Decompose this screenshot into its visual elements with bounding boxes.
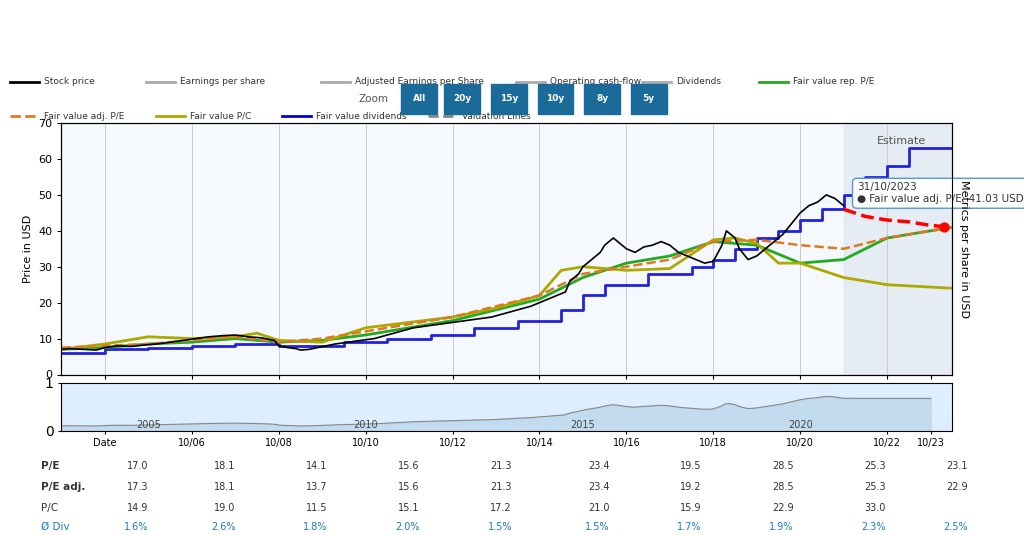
- Text: 21.3: 21.3: [490, 461, 512, 471]
- Text: 15.9: 15.9: [680, 503, 701, 513]
- Text: Fair value P/C: Fair value P/C: [189, 112, 251, 121]
- Text: Valuation Lines: Valuation Lines: [462, 112, 530, 121]
- Text: 14.1: 14.1: [306, 461, 328, 471]
- Text: Zoom: Zoom: [358, 94, 388, 104]
- Text: 17.2: 17.2: [490, 503, 512, 513]
- Text: Fair value rep. P/E: Fair value rep. P/E: [793, 77, 874, 86]
- Text: Fair value adj. P/E: Fair value adj. P/E: [44, 112, 124, 121]
- Text: 1.9%: 1.9%: [769, 522, 794, 532]
- Text: 1.5%: 1.5%: [585, 522, 609, 532]
- Text: 20y: 20y: [454, 95, 471, 103]
- Text: Ø Div: Ø Div: [41, 522, 70, 532]
- Text: 23.1: 23.1: [946, 461, 968, 471]
- Text: 28.5: 28.5: [772, 482, 794, 492]
- Text: 18.1: 18.1: [214, 482, 236, 492]
- Text: 1.6%: 1.6%: [124, 522, 148, 532]
- Text: 33.0: 33.0: [864, 503, 886, 513]
- Text: 25.3: 25.3: [864, 482, 886, 492]
- Text: 23.4: 23.4: [588, 482, 609, 492]
- Text: 19.0: 19.0: [214, 503, 236, 513]
- Text: 1.7%: 1.7%: [677, 522, 701, 532]
- Text: P/C: P/C: [41, 503, 58, 513]
- Text: 14.9: 14.9: [127, 503, 148, 513]
- Text: 23.4: 23.4: [588, 461, 609, 471]
- Text: 21.3: 21.3: [490, 482, 512, 492]
- Text: All: All: [413, 95, 426, 103]
- Text: 2.6%: 2.6%: [211, 522, 236, 532]
- Text: 15.6: 15.6: [398, 461, 420, 471]
- Text: 31/10/2023
● Fair value adj. P/E: 41.03 USD: 31/10/2023 ● Fair value adj. P/E: 41.03 …: [857, 182, 1023, 204]
- Text: 13.7: 13.7: [306, 482, 328, 492]
- Text: Fair value dividends: Fair value dividends: [316, 112, 407, 121]
- Bar: [538, 84, 573, 114]
- Point: [936, 223, 952, 232]
- Text: 2.5%: 2.5%: [943, 522, 968, 532]
- Text: Adjusted Earnings per Share: Adjusted Earnings per Share: [355, 77, 484, 86]
- Text: 19.5: 19.5: [680, 461, 701, 471]
- Text: 2005: 2005: [136, 421, 161, 430]
- Bar: [844, 123, 952, 374]
- Text: 28.5: 28.5: [772, 461, 794, 471]
- Text: P/E: P/E: [41, 461, 59, 471]
- Text: 11.5: 11.5: [306, 503, 328, 513]
- Text: 18.1: 18.1: [214, 461, 236, 471]
- Text: P/E adj.: P/E adj.: [41, 482, 85, 492]
- Text: 15y: 15y: [500, 95, 518, 103]
- Text: Operating cash-flow: Operating cash-flow: [550, 77, 641, 86]
- Bar: [492, 84, 526, 114]
- Text: log.: log.: [980, 90, 1007, 103]
- Text: 2015: 2015: [570, 421, 595, 430]
- Text: 10y: 10y: [547, 95, 564, 103]
- Text: 17.0: 17.0: [127, 461, 148, 471]
- Text: 22.9: 22.9: [946, 482, 968, 492]
- Text: Stock price: Stock price: [44, 77, 94, 86]
- Y-axis label: Metrics per share in USD: Metrics per share in USD: [959, 180, 969, 318]
- Bar: [631, 84, 667, 114]
- Bar: [444, 84, 480, 114]
- Text: 2010: 2010: [353, 421, 378, 430]
- Text: 8y: 8y: [596, 95, 608, 103]
- Text: 25.3: 25.3: [864, 461, 886, 471]
- Bar: [401, 84, 437, 114]
- Text: 1.5%: 1.5%: [487, 522, 512, 532]
- Text: 15.1: 15.1: [398, 503, 420, 513]
- Text: 21.0: 21.0: [588, 503, 609, 513]
- Text: Earnings per share: Earnings per share: [180, 77, 265, 86]
- Bar: [584, 84, 621, 114]
- Text: 15.6: 15.6: [398, 482, 420, 492]
- Text: 19.2: 19.2: [680, 482, 701, 492]
- Text: 5y: 5y: [643, 95, 654, 103]
- Text: Fair value calculation Hormel Foods: Fair value calculation Hormel Foods: [315, 22, 709, 42]
- Text: Dividends: Dividends: [676, 77, 721, 86]
- Text: 22.9: 22.9: [772, 503, 794, 513]
- Text: 17.3: 17.3: [127, 482, 148, 492]
- Text: 2020: 2020: [787, 421, 813, 430]
- Text: 2.0%: 2.0%: [395, 522, 420, 532]
- Text: 1.8%: 1.8%: [303, 522, 328, 532]
- Text: 2.3%: 2.3%: [861, 522, 886, 532]
- Y-axis label: Price in USD: Price in USD: [23, 215, 33, 283]
- Text: Estimate: Estimate: [877, 136, 926, 146]
